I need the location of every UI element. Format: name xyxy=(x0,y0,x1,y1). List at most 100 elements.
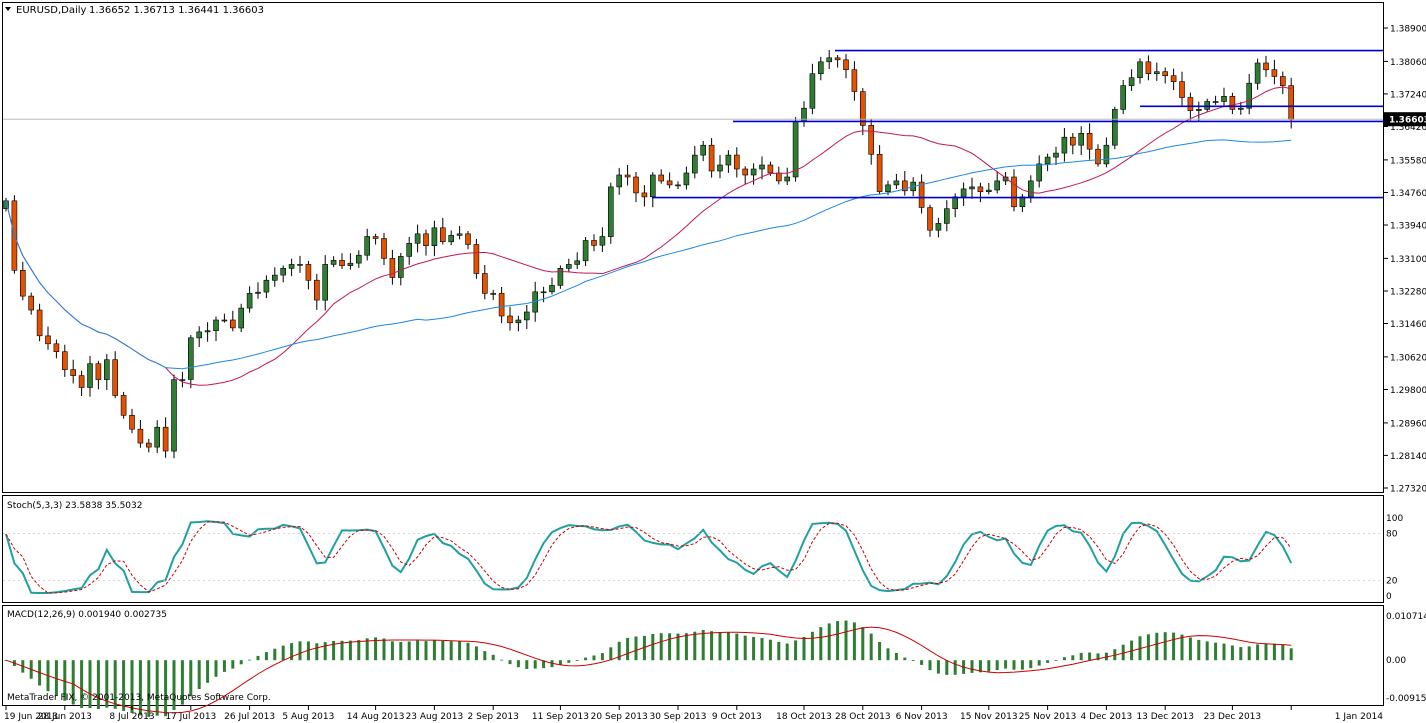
stoch-layer xyxy=(3,520,1383,594)
date-tick-label: 5 Aug 2013 xyxy=(282,712,334,722)
candle-body xyxy=(381,238,387,259)
macd-bar xyxy=(1188,637,1192,661)
candle-body xyxy=(397,256,404,278)
macd-bar xyxy=(1256,644,1260,661)
candle-body xyxy=(389,258,396,278)
price-tick-label: 1.34760 xyxy=(1390,189,1426,199)
macd-bar xyxy=(96,660,100,709)
macd-bar xyxy=(491,654,495,661)
macd-bar xyxy=(138,660,142,716)
macd-bar xyxy=(508,660,512,665)
macd-bar xyxy=(886,648,890,661)
macd-bar xyxy=(298,641,302,661)
price-tick-label: 1.27320 xyxy=(1390,485,1426,495)
candle-body xyxy=(330,260,337,265)
candle-body xyxy=(1254,62,1261,84)
macd-bar xyxy=(869,633,873,661)
stoch-main-line xyxy=(5,520,1293,594)
macd-bar xyxy=(768,639,772,661)
macd-bar xyxy=(735,633,739,661)
macd-bar xyxy=(256,655,260,661)
macd-bar xyxy=(432,640,436,661)
candle-body xyxy=(280,267,287,276)
candle-body xyxy=(204,330,211,333)
candle-body xyxy=(691,154,698,174)
macd-bar xyxy=(1172,632,1176,661)
candle-body xyxy=(1145,61,1152,74)
macd-bar xyxy=(684,633,688,661)
macd-bar xyxy=(500,659,504,661)
macd-bar xyxy=(516,660,520,668)
macd-bar xyxy=(197,660,201,689)
candle-body xyxy=(683,172,690,186)
candle-body xyxy=(1196,109,1202,111)
date-tick-label: 25 Nov 2013 xyxy=(1019,712,1077,722)
candle-body xyxy=(759,164,765,170)
macd-bar xyxy=(54,660,58,696)
candle-body xyxy=(431,227,438,247)
candle-body xyxy=(305,264,312,281)
candle-body xyxy=(868,125,875,155)
date-tick-label: 18 Oct 2013 xyxy=(776,712,832,722)
macd-bar xyxy=(113,660,117,709)
date-tick-label: 26 Jul 2013 xyxy=(224,712,275,722)
candle-body xyxy=(448,235,455,243)
macd-bar xyxy=(155,660,159,716)
macd-bar xyxy=(323,642,327,661)
macd-bar xyxy=(609,647,613,661)
macd-bar xyxy=(424,641,428,661)
candle-body xyxy=(439,227,446,243)
axis-layer: 1.38900 1.38060 1.37240 1.36420 1.35580 1.347… xyxy=(4,25,1426,722)
date-tick-label: 28 Jun 2013 xyxy=(38,712,92,722)
macd-bar xyxy=(978,660,982,673)
candle-body xyxy=(994,180,1001,191)
date-tick-label: 13 Dec 2013 xyxy=(1136,712,1194,722)
macd-bar xyxy=(172,660,176,710)
date-tick-label: 9 Oct 2013 xyxy=(712,712,762,722)
candle-body xyxy=(1280,76,1286,86)
candle-body xyxy=(1137,61,1143,78)
macd-bar xyxy=(1289,648,1293,661)
candle-body xyxy=(263,279,270,293)
candle-body xyxy=(28,295,35,311)
candle-body xyxy=(364,236,371,256)
candle-body xyxy=(246,293,253,309)
candle-body xyxy=(19,269,26,297)
dropdown-triangle-icon[interactable] xyxy=(5,7,11,11)
macd-bar xyxy=(273,648,277,661)
macd-bar xyxy=(1121,644,1125,661)
macd-bar xyxy=(416,640,420,661)
candle-body xyxy=(792,121,799,178)
macd-bar xyxy=(819,627,823,661)
ma-fast-line xyxy=(5,86,1292,386)
macd-bar xyxy=(88,660,92,709)
candle-body xyxy=(1103,144,1110,165)
candle-body xyxy=(95,363,102,380)
date-tick-label: 2 Sep 2013 xyxy=(468,712,519,722)
candle-body xyxy=(146,442,152,448)
candle-body xyxy=(196,331,202,339)
candle-body xyxy=(456,233,463,236)
macd-bar xyxy=(1146,634,1150,661)
candle-body xyxy=(481,273,488,294)
macd-bar xyxy=(920,660,924,665)
price-tick-label: 1.28140 xyxy=(1390,452,1426,462)
candle-body xyxy=(1170,75,1177,82)
macd-tick-label: -0.009153 xyxy=(1386,694,1426,704)
macd-bar xyxy=(1054,660,1058,661)
candle-body xyxy=(1288,85,1294,120)
candle-body xyxy=(767,164,774,174)
candle-body xyxy=(313,279,320,301)
macd-bar xyxy=(911,660,915,661)
price-tick-label: 1.35580 xyxy=(1390,156,1426,166)
candle-body xyxy=(700,144,707,156)
candle-body xyxy=(708,144,715,172)
candle-body xyxy=(1086,133,1093,150)
candle-body xyxy=(725,154,732,166)
macd-bar xyxy=(710,631,714,661)
candle-body xyxy=(977,186,984,192)
macd-bar xyxy=(827,623,831,661)
macd-bar xyxy=(533,660,537,669)
price-tick-label: 1.33100 xyxy=(1390,255,1426,265)
date-tick-label: 23 Aug 2013 xyxy=(406,712,464,722)
